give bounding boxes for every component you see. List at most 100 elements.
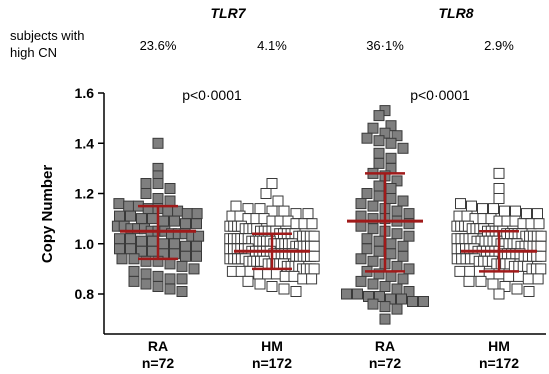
data-point [379,127,391,139]
data-point [147,213,158,225]
mean-sd-bars [120,172,537,273]
data-point [367,278,379,290]
data-point [385,152,397,164]
data-point [191,218,202,230]
data-point [396,293,407,305]
group-n-label: n=172 [479,355,519,371]
data-point [397,273,409,285]
data-point [176,286,188,297]
data-point [373,235,385,247]
data-point [180,250,191,262]
data-point [522,273,534,285]
data-point [147,245,158,257]
data-point [391,260,403,272]
gene-label-tlr7: TLR7 [211,5,247,21]
data-point [140,255,152,267]
data-point [290,286,302,297]
data-point [147,235,158,247]
data-point [487,278,499,290]
data-point [164,283,176,295]
data-point [385,183,397,194]
data-point [475,275,487,287]
gene-label-tlr8: TLR8 [439,5,474,21]
data-point [454,265,466,277]
y-tick-label: 1.4 [75,135,95,151]
data-point [373,147,385,159]
data-point [385,120,397,132]
data-point [191,250,202,262]
data-point [391,175,403,187]
data-point [511,283,523,295]
data-point [114,210,125,222]
data-point [278,283,290,295]
data-point [533,218,545,230]
data-point [379,313,391,325]
data-point [367,223,379,235]
data-point [455,198,466,210]
data-point [355,275,367,287]
group-label: RA [148,338,168,354]
data-point [162,205,174,217]
data-point [373,135,385,147]
data-point [180,218,191,230]
data-point [181,208,193,220]
data-point [532,273,544,285]
data-point [355,253,367,265]
data-point [164,183,176,194]
data-point [521,208,532,220]
data-point [114,243,125,255]
data-point [385,193,397,204]
data-point [493,193,505,204]
data-point [535,250,547,262]
group-n-label: n=72 [369,355,402,371]
group-n-label: n=72 [142,355,175,371]
data-point [140,278,152,290]
group-label: RA [375,338,395,354]
data-point [466,200,477,212]
y-tick-label: 1.2 [75,186,95,202]
data-point [513,270,525,282]
y-tick-label: 0.8 [75,286,95,302]
percentage-tlr7-hm: 4.1% [257,38,287,53]
data-point [367,298,379,310]
data-point [308,230,320,242]
data-point [385,238,397,250]
data-point [361,132,373,144]
data-point [123,200,135,212]
data-point [464,265,476,277]
data-point [391,228,403,240]
pvalue-tlr8: p<0·0001 [410,87,470,103]
data-point [136,235,147,247]
data-point [260,188,272,199]
data-point [355,198,367,210]
data-point [367,200,379,212]
data-point [176,273,188,285]
data-point [176,260,188,272]
data-point [403,263,415,275]
header-row-label-line2: high CN [10,45,57,60]
data-point [535,263,547,275]
data-point [164,273,176,285]
data-point [136,213,147,225]
data-point [373,190,385,202]
data-point [158,215,169,227]
y-axis-ticks: 1.6 1.4 1.2 1.0 0.8 [75,85,104,302]
data-point [397,142,409,154]
data-point [532,208,543,220]
data-point [266,178,278,189]
data-point [169,248,180,260]
data-point [352,288,363,300]
group-label: HM [261,338,283,354]
data-point [355,220,367,232]
data-point [302,208,314,220]
data-point [510,205,521,217]
data-point [499,281,511,292]
data-point [391,303,403,315]
data-point [403,218,415,230]
data-point [403,208,415,220]
data-point [164,258,176,270]
data-point [230,200,242,212]
data-point [140,188,152,199]
data-point [254,203,266,215]
data-point [499,205,510,217]
